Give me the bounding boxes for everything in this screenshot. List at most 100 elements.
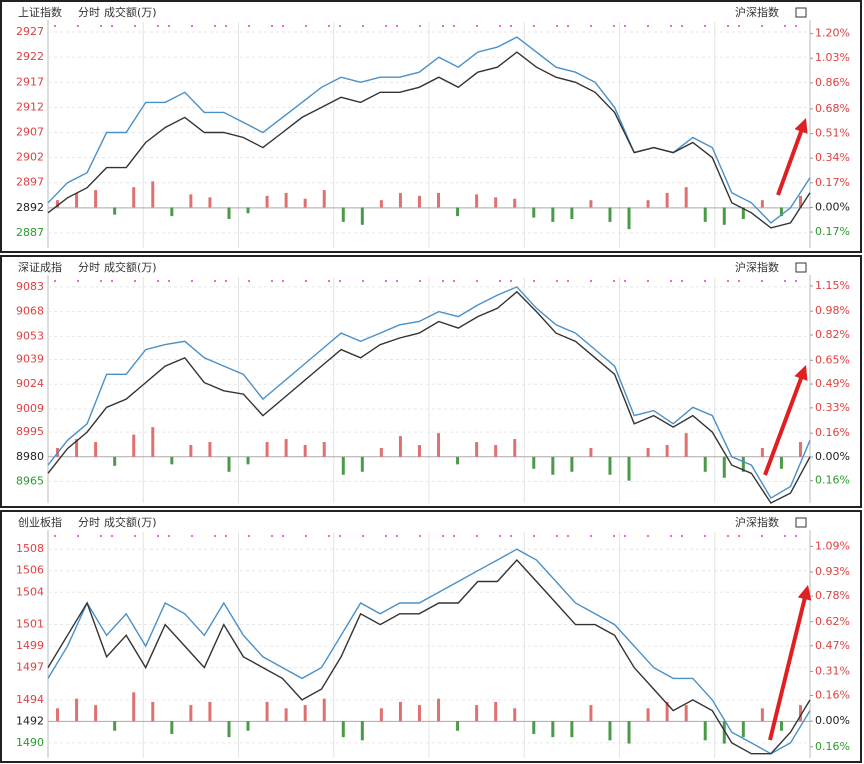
volume-bar	[665, 701, 669, 722]
y-tick-label: 8995	[16, 425, 44, 438]
y2-tick-label: 0.51%	[815, 127, 850, 140]
volume-bar	[608, 721, 612, 741]
marker-dot	[624, 25, 626, 27]
marker-dot	[134, 25, 136, 27]
y2-tick-label: 1.09%	[815, 539, 850, 552]
volume-bar	[513, 198, 517, 208]
volume-bar	[437, 192, 441, 208]
marker-dot	[476, 25, 478, 27]
marker-dot	[613, 25, 615, 27]
volume-bar	[398, 436, 402, 457]
volume-bar	[570, 721, 574, 738]
marker-dot	[795, 280, 797, 282]
volume-bar	[456, 721, 460, 731]
price-line	[47, 286, 811, 500]
marker-dot	[191, 535, 193, 537]
toggle-icon	[795, 7, 807, 18]
marker-dot	[727, 25, 729, 27]
marker-dot	[191, 280, 193, 282]
marker-dot	[396, 25, 398, 27]
y-tick-label: 1508	[16, 542, 44, 555]
volume-bar	[284, 708, 288, 722]
marker-dot	[556, 280, 558, 282]
marker-dot	[77, 25, 79, 27]
volume-bar	[741, 207, 745, 220]
arrow-shaft	[776, 126, 805, 196]
marker-dot	[533, 25, 535, 27]
marker-dot	[567, 535, 569, 537]
marker-dot	[533, 280, 535, 282]
marker-dot	[499, 25, 501, 27]
volume-bar	[379, 200, 383, 208]
marker-dot	[761, 535, 763, 537]
marker-dot	[556, 25, 558, 27]
volume-bar	[494, 197, 498, 208]
volume-bar	[722, 207, 726, 225]
volume-bar	[551, 207, 555, 222]
y-tick-label: 2902	[16, 151, 44, 164]
marker-dot	[157, 280, 159, 282]
volume-bar	[379, 708, 383, 722]
volume-bar	[456, 207, 460, 217]
y-tick-label: 9068	[16, 305, 44, 318]
y-tick-label: 2887	[16, 226, 44, 239]
y-tick-label: 1504	[16, 585, 44, 598]
marker-dot	[624, 280, 626, 282]
volume-bar	[113, 456, 117, 466]
y-tick-label: 1499	[16, 639, 44, 652]
volume-bar	[589, 447, 593, 457]
volume-bar	[551, 456, 555, 475]
arrow-head	[794, 118, 808, 134]
volume-bar	[208, 701, 212, 722]
volume-bar	[94, 442, 98, 457]
y-tick-label: 2907	[16, 125, 44, 138]
marker-dot	[510, 535, 512, 537]
volume-bar	[779, 456, 783, 469]
arrow-head	[797, 585, 812, 601]
marker-dot	[784, 535, 786, 537]
marker-dot	[590, 25, 592, 27]
marker-dot	[168, 25, 170, 27]
volume-bar	[798, 442, 802, 457]
y2-tick-label: 0.82%	[815, 328, 850, 341]
marker-dot	[54, 280, 56, 282]
marker-dot	[670, 535, 672, 537]
y2-tick-label: 0.17%	[815, 225, 850, 238]
marker-dot	[681, 280, 683, 282]
marker-dot	[385, 25, 387, 27]
compare-label: 沪深指数	[735, 515, 779, 529]
marker-dot	[647, 25, 649, 27]
y-tick-label: 9039	[16, 352, 44, 365]
volume-bar	[303, 445, 307, 457]
volume-bar	[437, 698, 441, 722]
marker-dot	[191, 25, 193, 27]
volume-bar	[456, 456, 460, 465]
y-tick-label: 2922	[16, 50, 44, 63]
marker-dot	[362, 280, 364, 282]
marker-dot	[670, 280, 672, 282]
marker-dot	[100, 535, 102, 537]
marker-dot	[453, 25, 455, 27]
marker-dot	[54, 25, 56, 27]
volume-bar	[608, 456, 612, 475]
marker-dot	[670, 25, 672, 27]
marker-dot	[442, 535, 444, 537]
panel-label: 分时	[78, 516, 100, 529]
price-line	[47, 51, 811, 229]
volume-bar	[360, 207, 364, 225]
arrow-shaft	[763, 373, 805, 476]
volume-bar	[360, 721, 364, 741]
volume-bar	[703, 721, 707, 741]
marker-dot	[214, 25, 216, 27]
marker-dot	[157, 25, 159, 27]
arrow-shaft	[768, 594, 808, 741]
marker-dot	[419, 25, 421, 27]
volume-bar	[589, 705, 593, 722]
y2-tick-label: 1.20%	[815, 27, 850, 40]
y2-tick-label: 0.00%	[815, 714, 850, 727]
y2-tick-label: 0.49%	[815, 377, 850, 390]
volume-bar	[132, 187, 136, 208]
volume-bar	[398, 701, 402, 722]
volume-bar	[75, 698, 79, 722]
